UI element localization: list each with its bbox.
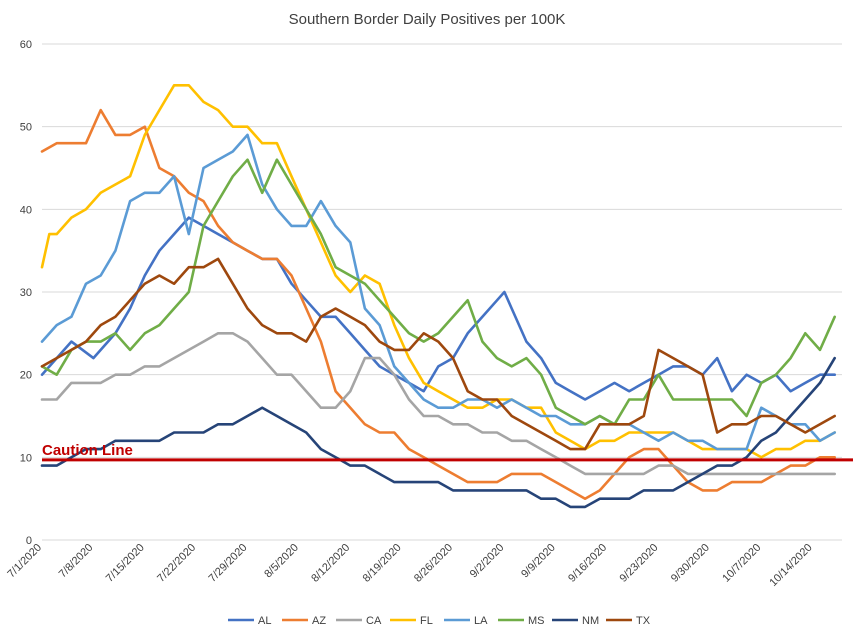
- legend-label: NM: [582, 615, 599, 627]
- legend-label: AZ: [312, 615, 326, 627]
- legend-item-fl: FL: [390, 615, 433, 627]
- series-line-al: [40, 216, 837, 401]
- legend-label: TX: [636, 615, 651, 627]
- legend-item-az: AZ: [282, 615, 326, 627]
- legend-item-al: AL: [228, 615, 271, 627]
- y-tick-label: 40: [20, 204, 32, 216]
- caution-threshold: Caution Line: [42, 442, 853, 462]
- legend-item-la: LA: [444, 615, 488, 627]
- series-line-la: [40, 133, 837, 451]
- y-tick-label: 50: [20, 122, 32, 134]
- legend-label: CA: [366, 615, 382, 627]
- legend-item-ca: CA: [336, 615, 382, 627]
- legend-label: FL: [420, 615, 433, 627]
- y-tick-label: 60: [20, 39, 32, 51]
- legend-label: AL: [258, 615, 271, 627]
- series-line-tx: [40, 257, 837, 451]
- y-tick-label: 0: [26, 535, 32, 547]
- y-tick-label: 10: [20, 452, 32, 464]
- y-axis: 0 10 20 30 40 50 60: [20, 39, 32, 547]
- legend-label: MS: [528, 615, 545, 627]
- y-tick-label: 20: [20, 370, 32, 382]
- legend-item-ms: MS: [498, 615, 545, 627]
- legend: AL AZ CA FL LA MS NM TX: [228, 615, 651, 627]
- series-line-ms: [40, 158, 837, 426]
- chart-title: Southern Border Daily Positives per 100K: [289, 11, 566, 28]
- series-line-nm: [40, 356, 837, 509]
- series-line-fl: [40, 84, 837, 459]
- legend-item-nm: NM: [552, 615, 599, 627]
- series-lines: [40, 84, 837, 509]
- y-tick-label: 30: [20, 287, 32, 299]
- gridlines: [42, 43, 842, 541]
- legend-label: LA: [474, 615, 488, 627]
- caution-label: Caution Line: [42, 442, 133, 459]
- legend-item-tx: TX: [606, 615, 651, 627]
